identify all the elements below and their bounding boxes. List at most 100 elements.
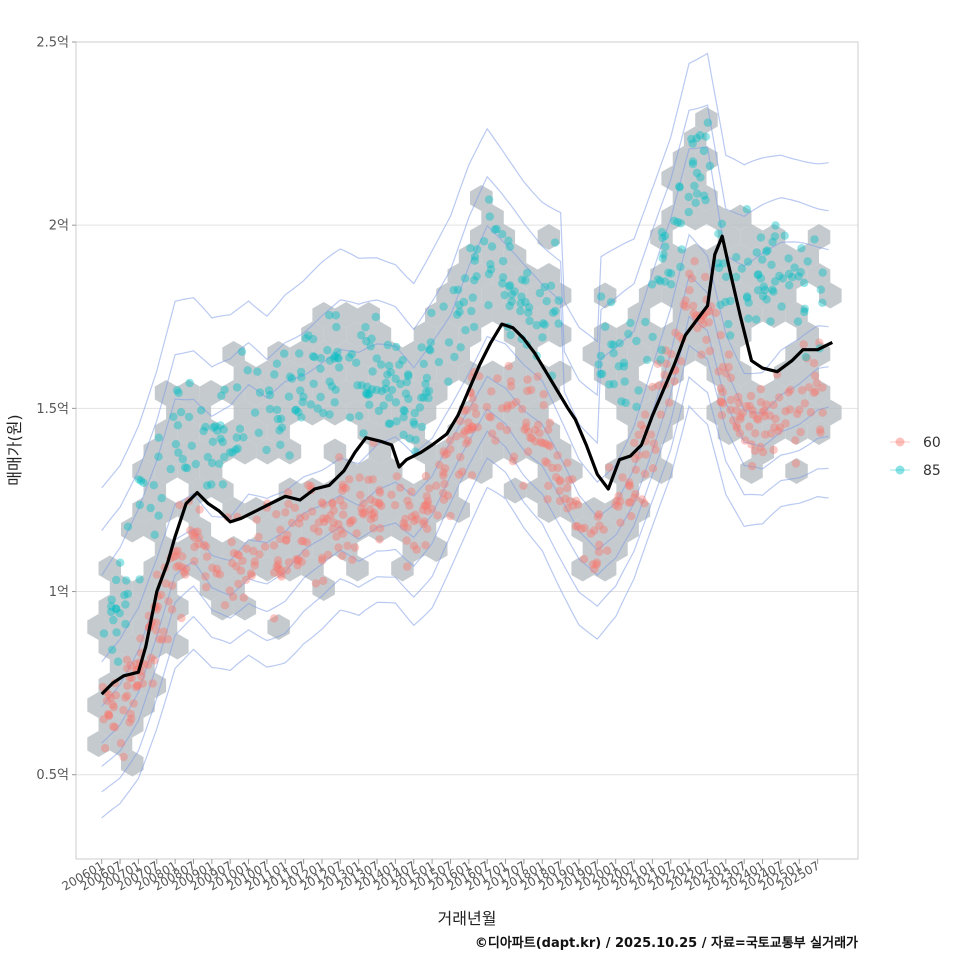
point-60 — [460, 427, 469, 436]
point-60 — [260, 542, 270, 551]
point-60 — [497, 404, 507, 413]
point-85 — [657, 228, 667, 237]
point-60 — [527, 434, 537, 443]
point-85 — [327, 382, 337, 391]
point-85 — [287, 374, 297, 383]
hexbin-cell — [368, 321, 392, 348]
hexbin-cell — [233, 438, 257, 465]
hexbin-cell — [638, 282, 662, 309]
point-85 — [692, 189, 702, 198]
point-60 — [348, 516, 358, 525]
point-60 — [329, 518, 338, 527]
point-60 — [212, 564, 222, 574]
hexbin-cell — [346, 360, 369, 387]
point-60 — [508, 457, 518, 466]
point-60 — [122, 655, 132, 664]
point-60 — [270, 614, 279, 623]
point-85 — [619, 358, 629, 367]
point-60 — [146, 653, 156, 663]
point-60 — [616, 497, 625, 506]
hexbin-cell — [222, 419, 245, 445]
point-85 — [352, 358, 361, 367]
hexbin-cell — [188, 438, 212, 465]
point-60 — [136, 634, 145, 643]
point-60 — [724, 362, 733, 372]
density-contour-line — [101, 104, 829, 531]
hexbin-cell — [312, 497, 335, 523]
hexbin-cell — [211, 477, 234, 504]
point-85 — [364, 390, 373, 400]
point-85 — [695, 131, 705, 140]
hexbin-cell — [154, 380, 178, 406]
x-axis-title: 거래년월 — [438, 909, 497, 928]
point-85 — [115, 609, 124, 618]
point-85 — [417, 422, 427, 432]
hexbin-cell — [301, 399, 324, 426]
point-85 — [505, 242, 515, 251]
hexbin-cell — [312, 536, 335, 562]
point-60 — [119, 752, 128, 762]
point-60 — [496, 422, 505, 431]
point-85 — [768, 237, 777, 247]
point-60 — [227, 537, 236, 547]
point-60 — [747, 440, 756, 449]
point-60 — [133, 681, 142, 690]
point-60 — [336, 496, 345, 505]
point-60 — [767, 429, 776, 438]
point-60 — [339, 483, 348, 492]
hexbin-cell — [503, 282, 527, 309]
point-85 — [237, 347, 247, 356]
hexbin-cell — [380, 380, 403, 406]
point-85 — [677, 245, 686, 254]
hexbin-cell — [661, 204, 684, 231]
hexbin-cell — [774, 399, 797, 426]
point-60 — [329, 506, 338, 515]
point-60 — [693, 323, 702, 333]
point-60 — [736, 414, 745, 424]
point-85 — [280, 349, 289, 358]
point-60 — [654, 381, 663, 390]
point-60 — [653, 359, 663, 368]
point-60 — [202, 552, 212, 561]
point-60 — [641, 410, 650, 419]
point-60 — [690, 257, 699, 266]
point-60 — [137, 671, 146, 681]
point-85 — [753, 286, 763, 295]
point-60 — [177, 563, 187, 572]
point-60 — [458, 467, 467, 476]
point-60 — [718, 362, 728, 372]
point-85 — [361, 323, 370, 332]
point-85 — [788, 272, 797, 282]
point-60 — [390, 501, 400, 510]
hexbin-cell — [368, 360, 392, 387]
hexbin-cell — [278, 516, 302, 543]
point-85 — [784, 254, 793, 263]
hexbin-cell — [548, 360, 572, 387]
point-85 — [701, 195, 710, 205]
point-85 — [784, 269, 794, 279]
point-85 — [308, 352, 318, 361]
point-85 — [203, 452, 213, 462]
point-85 — [607, 340, 616, 349]
point-60 — [446, 445, 455, 454]
hexbin-cell — [458, 321, 482, 348]
point-60 — [401, 514, 410, 524]
density-contour-line — [101, 146, 829, 576]
point-60 — [760, 430, 770, 439]
point-60 — [502, 425, 512, 435]
point-60 — [539, 401, 548, 410]
hexbin-cell — [222, 341, 245, 367]
point-60 — [375, 485, 384, 495]
point-85 — [632, 402, 641, 411]
hexbin-cell — [98, 555, 121, 582]
point-85 — [316, 392, 325, 402]
point-85 — [171, 440, 181, 449]
hexbin-cell — [301, 360, 324, 387]
point-60 — [109, 702, 118, 712]
point-60 — [309, 524, 319, 533]
point-85 — [111, 604, 121, 613]
hexbin-cell — [717, 419, 741, 445]
point-85 — [800, 278, 809, 288]
point-60 — [110, 723, 120, 732]
hexbin-cell — [695, 302, 718, 328]
